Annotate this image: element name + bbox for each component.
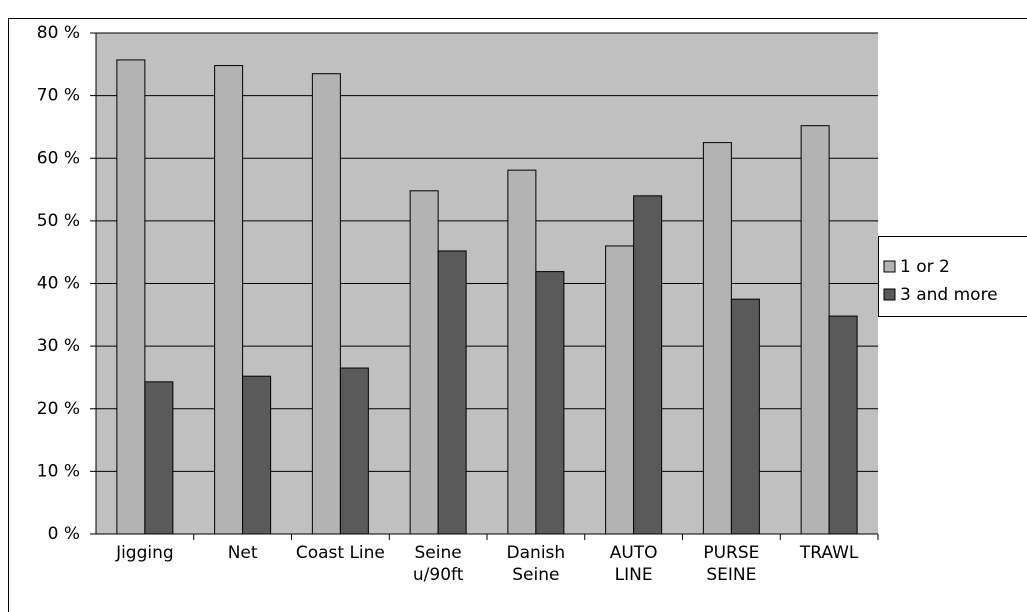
bar [633, 195, 663, 535]
bar [311, 73, 341, 535]
bar [214, 65, 244, 535]
x-tick-label: PURSE SEINE [703, 543, 760, 585]
bar [409, 190, 439, 535]
x-tick-label: TRAWL [799, 543, 859, 563]
y-tick-label: 40 % [37, 274, 80, 294]
x-tick-label: AUTO LINE [609, 543, 658, 585]
y-tick-label: 0 % [48, 524, 80, 544]
y-tick-label: 30 % [37, 336, 80, 356]
x-tick-label: Net [227, 543, 258, 563]
legend-label: 3 and more [900, 285, 998, 305]
bar [800, 125, 830, 535]
y-tick-label: 80 % [37, 23, 80, 43]
bar [535, 271, 565, 535]
x-tick-label: Coast Line [295, 543, 385, 563]
y-tick-label: 10 % [37, 461, 80, 481]
bar [828, 315, 858, 535]
bar [730, 298, 760, 535]
bar [339, 367, 369, 535]
legend-swatch [883, 288, 896, 301]
bar [702, 142, 732, 535]
bar [507, 169, 537, 535]
bar [242, 375, 272, 535]
y-tick-label: 60 % [37, 148, 80, 168]
bar [116, 59, 146, 535]
legend-frame [878, 236, 1027, 317]
y-tick-label: 70 % [37, 86, 80, 106]
x-tick-label: Danish Seine [506, 543, 566, 585]
bar [144, 381, 174, 535]
legend-swatch [883, 260, 896, 273]
y-tick-label: 20 % [37, 399, 80, 419]
y-tick-label: 50 % [37, 211, 80, 231]
x-tick-label: Seine u/90ft [412, 543, 464, 585]
bar [605, 245, 635, 535]
legend-label: 1 or 2 [900, 257, 950, 277]
bar [437, 250, 467, 535]
x-tick-label: Jigging [116, 543, 174, 563]
